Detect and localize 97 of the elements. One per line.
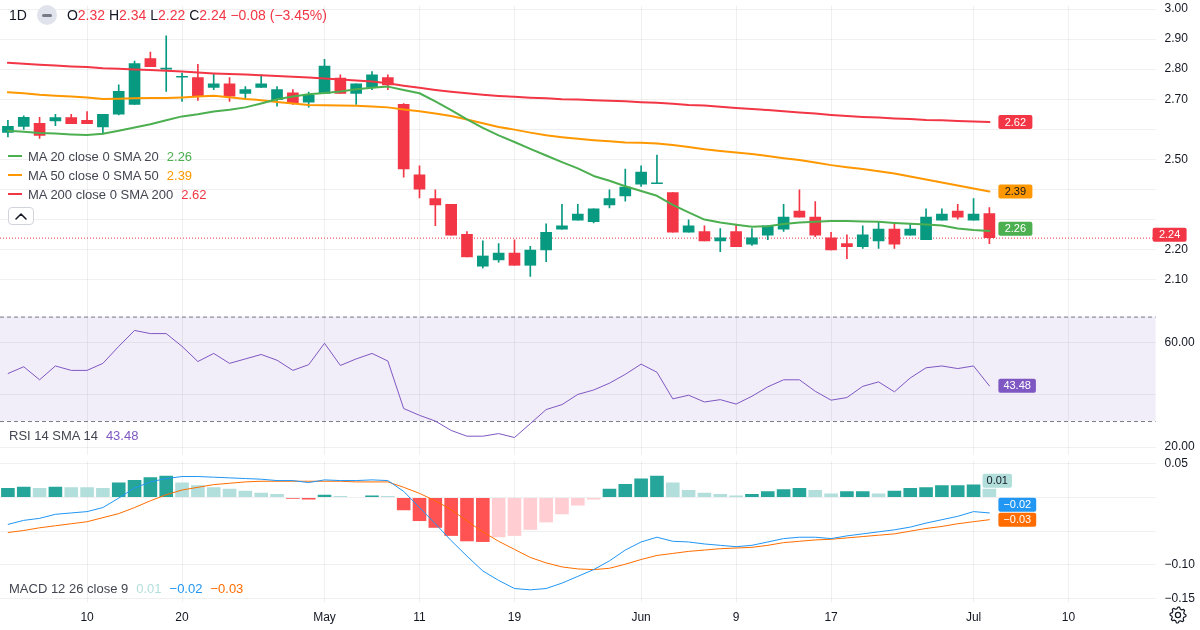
bar bbox=[111, 482, 126, 497]
text: 43.48 bbox=[105, 428, 139, 443]
bar bbox=[602, 488, 617, 497]
bar bbox=[855, 491, 870, 497]
bar bbox=[16, 486, 31, 497]
legend-label: MA 200 close 0 SMA 200 bbox=[28, 185, 174, 203]
data-label: 43.48 bbox=[1003, 379, 1031, 392]
bar bbox=[903, 487, 918, 497]
bar bbox=[32, 487, 47, 497]
legend-label: MA 20 close 0 SMA 20 bbox=[28, 147, 159, 165]
y-tick-label: 0.05 bbox=[1164, 456, 1189, 471]
x-tick-label: 19 bbox=[507, 609, 522, 624]
bar bbox=[96, 487, 110, 497]
candlestick bbox=[429, 189, 442, 226]
bar bbox=[792, 487, 807, 497]
bar bbox=[48, 486, 63, 497]
bar bbox=[681, 490, 696, 497]
bar bbox=[476, 497, 490, 542]
text: 2.26 bbox=[166, 148, 193, 164]
bar bbox=[570, 497, 585, 506]
bar bbox=[824, 493, 838, 497]
y-tick-label: 2.50 bbox=[1164, 151, 1189, 166]
data-label: 2.39 bbox=[1004, 185, 1027, 198]
bar bbox=[840, 491, 854, 497]
text: −0.02 bbox=[169, 581, 203, 596]
candlestick bbox=[556, 203, 568, 230]
bar bbox=[713, 494, 728, 497]
data-label: −0.03 bbox=[1003, 513, 1032, 526]
text: 2.62 bbox=[181, 186, 207, 202]
bar bbox=[935, 485, 949, 497]
bar bbox=[871, 493, 886, 497]
bar bbox=[555, 497, 569, 515]
y-tick-label: 3.00 bbox=[1164, 1, 1189, 16]
y-tick-label: 2.80 bbox=[1164, 61, 1189, 76]
bar bbox=[745, 494, 759, 497]
text: RSI 14 SMA 14 bbox=[9, 428, 98, 443]
y-tick-label: 2.70 bbox=[1164, 91, 1189, 106]
bar bbox=[634, 478, 648, 497]
bar bbox=[491, 497, 506, 538]
text: 2.39 bbox=[166, 167, 193, 183]
x-tick-label: 10 bbox=[80, 609, 95, 624]
candlestick bbox=[160, 35, 173, 92]
bar bbox=[143, 477, 158, 497]
y-tick-label: 2.20 bbox=[1164, 241, 1189, 256]
bar bbox=[760, 491, 775, 497]
legend-label: MA 50 close 0 SMA 50 bbox=[28, 166, 159, 184]
x-tick-label: 17 bbox=[824, 609, 839, 624]
bar bbox=[460, 497, 474, 542]
bar bbox=[887, 490, 902, 497]
x-tick-label: 9 bbox=[732, 609, 740, 624]
bar bbox=[254, 492, 268, 497]
data-label: −0.02 bbox=[1003, 498, 1032, 511]
bar bbox=[80, 487, 94, 497]
candlestick bbox=[651, 154, 663, 185]
x-tick-label: 10 bbox=[1061, 609, 1076, 624]
bar bbox=[950, 485, 965, 497]
bar bbox=[507, 497, 522, 536]
bar bbox=[270, 494, 284, 497]
y-tick-label: 2.90 bbox=[1164, 31, 1189, 46]
x-tick-label: 11 bbox=[413, 609, 427, 624]
bar bbox=[808, 490, 823, 497]
bar bbox=[966, 484, 981, 497]
bar bbox=[776, 489, 791, 497]
ref-line-label: 2.24 bbox=[1158, 228, 1181, 241]
y-tick-label: 20.00 bbox=[1164, 439, 1195, 454]
x-tick-label: Jul bbox=[965, 609, 982, 624]
bar bbox=[396, 497, 411, 511]
bar bbox=[539, 497, 553, 523]
bar bbox=[665, 482, 680, 497]
bar bbox=[222, 488, 237, 497]
candlestick bbox=[176, 72, 188, 102]
bar bbox=[175, 482, 189, 497]
x-tick-label: May bbox=[313, 609, 336, 624]
chart-title: 1D bbox=[9, 6, 27, 24]
bar bbox=[919, 487, 933, 497]
text: 0.01 bbox=[136, 581, 162, 596]
bar bbox=[444, 497, 458, 536]
bar bbox=[64, 487, 79, 497]
x-tick-label: Jun bbox=[631, 609, 651, 624]
bar bbox=[1, 487, 15, 497]
text: O2.32 H2.34 L2.22 C2.24 −0.08 (−3.45%) bbox=[66, 7, 327, 23]
bar bbox=[697, 492, 712, 497]
bar bbox=[206, 487, 221, 497]
text: −0.03 bbox=[210, 581, 244, 596]
x-tick-label: 20 bbox=[175, 609, 190, 624]
bar bbox=[618, 483, 633, 497]
bar bbox=[523, 497, 538, 530]
data-label: 0.01 bbox=[986, 474, 1008, 487]
bar bbox=[650, 475, 664, 497]
y-tick-label: 60.00 bbox=[1164, 335, 1195, 350]
y-tick-label: −0.15 bbox=[1164, 590, 1196, 605]
bar bbox=[238, 490, 253, 497]
data-label: 2.26 bbox=[1004, 222, 1027, 235]
text: MACD 12 26 close 9 bbox=[9, 581, 129, 596]
y-tick-label: −0.10 bbox=[1164, 557, 1196, 572]
data-label: 2.62 bbox=[1004, 115, 1027, 128]
y-tick-label: 2.10 bbox=[1164, 272, 1189, 287]
